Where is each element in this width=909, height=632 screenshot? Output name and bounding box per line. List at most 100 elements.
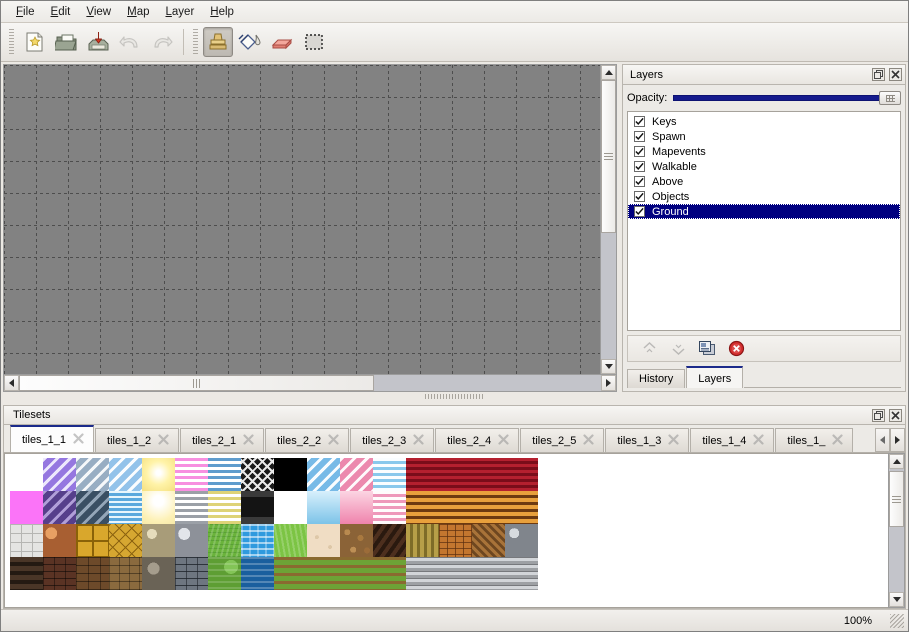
tile-wood-dark[interactable]: [373, 524, 406, 557]
tile-yellow-stripes[interactable]: [208, 491, 241, 524]
tile-red-curtain[interactable]: [439, 458, 472, 491]
tile-stone-tan[interactable]: [109, 557, 142, 590]
tile-orange-plank[interactable]: [406, 491, 439, 524]
tile-brick-slate[interactable]: [175, 557, 208, 590]
tile-pink-plain[interactable]: [340, 491, 373, 524]
tile-red-curtain-pole[interactable]: [472, 458, 505, 491]
tile-brick-orange[interactable]: [439, 524, 472, 557]
redo-button[interactable]: [147, 27, 177, 57]
layer-visibility-checkbox[interactable]: [634, 161, 645, 172]
scroll-thumb[interactable]: [889, 471, 904, 527]
tile-steelblue-diag[interactable]: [76, 458, 109, 491]
float-icon[interactable]: [872, 408, 885, 422]
close-tab-icon[interactable]: [753, 433, 765, 448]
layer-row-objects[interactable]: Objects: [628, 189, 900, 204]
tile-orange-plank[interactable]: [439, 491, 472, 524]
tile-black[interactable]: [274, 458, 307, 491]
tileset-tab-tiles_2_2[interactable]: tiles_2_2: [265, 428, 350, 452]
tools-grip[interactable]: [191, 29, 199, 55]
menu-edit[interactable]: Edit: [50, 5, 71, 18]
menu-layer[interactable]: Layer: [165, 5, 195, 18]
layer-row-ground[interactable]: Ground: [628, 204, 900, 219]
close-tab-icon[interactable]: [73, 432, 84, 447]
layer-visibility-checkbox[interactable]: [634, 146, 645, 157]
tile-cyan-diag[interactable]: [307, 458, 340, 491]
stamp-tool-button[interactable]: [203, 27, 233, 57]
tile-stone-brown[interactable]: [76, 557, 109, 590]
move-layer-down-button[interactable]: [666, 338, 690, 360]
eraser-tool-button[interactable]: [267, 27, 297, 57]
move-layer-up-button[interactable]: [637, 338, 661, 360]
tileset-tab-tiles_1_[interactable]: tiles_1_: [775, 428, 854, 452]
tileset-vertical-scrollbar[interactable]: [888, 453, 905, 608]
tile-water-blue[interactable]: [241, 524, 274, 557]
tile-brick-white[interactable]: [439, 557, 472, 590]
tile-stone-orange[interactable]: [43, 524, 76, 557]
tile-white[interactable]: [10, 458, 43, 491]
float-icon[interactable]: [872, 68, 885, 81]
tile-field-rows[interactable]: [340, 557, 373, 590]
tile-orange-plank[interactable]: [472, 491, 505, 524]
tile-blue-wave[interactable]: [109, 491, 142, 524]
map-horizontal-scrollbar[interactable]: [3, 375, 617, 392]
layer-row-walkable[interactable]: Walkable: [628, 159, 900, 174]
tile-magenta[interactable]: [10, 491, 43, 524]
tile-purple-diag[interactable]: [43, 458, 76, 491]
tileset-tab-tiles_1_4[interactable]: tiles_1_4: [690, 428, 775, 452]
tile-grass-moss[interactable]: [208, 557, 241, 590]
close-tab-icon[interactable]: [328, 433, 339, 448]
tile-yellow-glow-lt[interactable]: [142, 491, 175, 524]
tile-brick-white[interactable]: [406, 557, 439, 590]
tile-cyan-plain[interactable]: [307, 491, 340, 524]
scroll-track[interactable]: [601, 80, 616, 359]
tile-yellow-glow[interactable]: [142, 458, 175, 491]
resize-grip[interactable]: [890, 613, 904, 628]
close-tab-icon[interactable]: [498, 433, 509, 448]
horizontal-splitter[interactable]: [1, 392, 908, 401]
tile-red-curtain-pole[interactable]: [505, 458, 538, 491]
tile-gray-stripes[interactable]: [175, 491, 208, 524]
opacity-slider[interactable]: [673, 90, 901, 106]
tile-cyan-wave[interactable]: [373, 458, 406, 491]
scroll-up-button[interactable]: [889, 454, 904, 469]
tileset-tab-next-button[interactable]: [890, 428, 905, 452]
tile-dark-panel[interactable]: [241, 491, 274, 524]
close-icon[interactable]: [889, 68, 902, 81]
menu-help[interactable]: Help: [210, 5, 234, 18]
tile-black-lattice[interactable]: [241, 458, 274, 491]
save-map-button[interactable]: [83, 27, 113, 57]
close-tab-icon[interactable]: [413, 433, 424, 448]
tile-red-curtain[interactable]: [406, 458, 439, 491]
scroll-left-button[interactable]: [4, 375, 19, 391]
scroll-track[interactable]: [19, 375, 601, 391]
dock-tab-layers[interactable]: Layers: [686, 366, 744, 388]
layer-visibility-checkbox[interactable]: [634, 131, 645, 142]
close-tab-icon[interactable]: [668, 433, 679, 448]
tile-wood-dark2[interactable]: [10, 557, 43, 590]
layer-visibility-checkbox[interactable]: [634, 191, 645, 202]
duplicate-layer-button[interactable]: [695, 338, 719, 360]
delete-layer-button[interactable]: [724, 338, 748, 360]
dock-tab-history[interactable]: History: [627, 369, 686, 388]
layer-visibility-checkbox[interactable]: [634, 206, 645, 217]
scroll-down-button[interactable]: [889, 592, 904, 607]
undo-button[interactable]: [115, 27, 145, 57]
tile-grass-green[interactable]: [208, 524, 241, 557]
tile-field-rows[interactable]: [307, 557, 340, 590]
tile-stone-white[interactable]: [10, 524, 43, 557]
scroll-down-button[interactable]: [601, 359, 616, 374]
tile-steelblue-diag-dk[interactable]: [76, 491, 109, 524]
close-tab-icon[interactable]: [832, 433, 843, 448]
tile-stone-gold[interactable]: [109, 524, 142, 557]
close-tab-icon[interactable]: [243, 433, 254, 448]
open-map-button[interactable]: [51, 27, 81, 57]
fill-tool-button[interactable]: [235, 27, 265, 57]
layer-row-spawn[interactable]: Spawn: [628, 129, 900, 144]
select-tool-button[interactable]: [299, 27, 329, 57]
tile-field-rows[interactable]: [373, 557, 406, 590]
tile-herringbone[interactable]: [472, 524, 505, 557]
tile-pink-wave[interactable]: [373, 491, 406, 524]
map-vertical-scrollbar[interactable]: [600, 64, 617, 375]
tile-palette[interactable]: [4, 453, 888, 608]
close-tab-icon[interactable]: [583, 433, 594, 448]
